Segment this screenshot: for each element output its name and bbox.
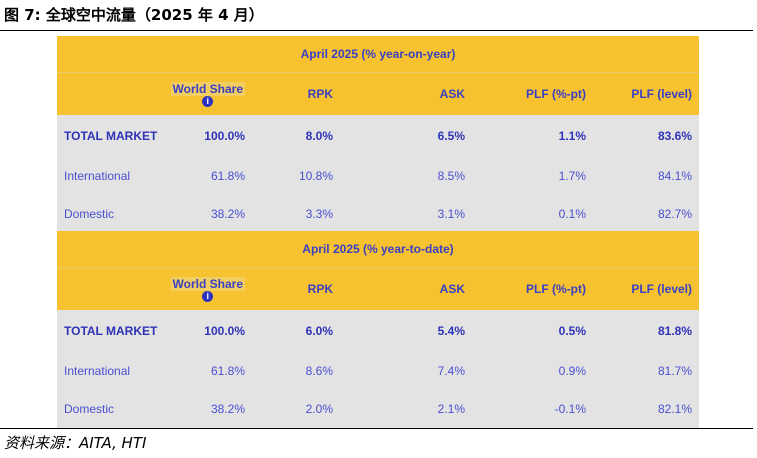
cell-rpk: 2.0% — [305, 402, 333, 416]
cell-rpk: 10.8% — [298, 169, 333, 183]
cell-world-share: 100.0% — [204, 129, 245, 143]
world-share-label: World Share — [170, 81, 245, 96]
cell-world-share: 100.0% — [204, 324, 245, 338]
cell-plf-level: 82.7% — [657, 207, 692, 221]
cell-world-share: 38.2% — [210, 402, 245, 416]
cell-ask: 2.1% — [437, 402, 465, 416]
info-icon[interactable]: i — [202, 290, 214, 302]
table-body: TOTAL MARKET 100.0% 6.0% 5.4% 0.5% 81.8%… — [57, 310, 699, 428]
cell-world-share: 38.2% — [210, 207, 245, 221]
header-ask: ASK — [439, 87, 465, 101]
world-share-label: World Share — [170, 276, 245, 291]
table-panel-yoy: April 2025 (% year-on-year) World Share … — [57, 36, 699, 233]
column-header-row: World Share i RPK ASK PLF (%-pt) PLF (le… — [57, 73, 699, 115]
cell-ask: 5.4% — [437, 324, 465, 338]
info-icon[interactable]: i — [202, 95, 214, 107]
cell-rpk: 8.0% — [305, 129, 333, 143]
column-header-row: World Share i RPK ASK PLF (%-pt) PLF (le… — [57, 268, 699, 310]
cell-world-share: 61.8% — [210, 169, 245, 183]
bottom-rule — [0, 428, 753, 429]
cell-plf-level: 83.6% — [657, 129, 692, 143]
header-rpk: RPK — [307, 282, 333, 296]
row-label: International — [64, 364, 131, 378]
table-row-domestic: Domestic 38.2% 2.0% 2.1% -0.1% 82.1% — [57, 390, 699, 428]
header-rpk: RPK — [307, 87, 333, 101]
cell-world-share: 61.8% — [210, 364, 245, 378]
header-world-share: World Share i — [167, 276, 245, 302]
cell-rpk: 3.3% — [305, 207, 333, 221]
top-rule — [0, 30, 753, 31]
figure-title: 图 7: 全球空中流量（2025 年 4 月） — [4, 6, 264, 24]
cell-rpk: 6.0% — [305, 324, 333, 338]
cell-plf-level: 81.8% — [657, 324, 692, 338]
source-note: 资料来源：AITA, HTI — [4, 434, 147, 452]
cell-plf-level: 81.7% — [657, 364, 692, 378]
header-plf-level: PLF (level) — [631, 282, 692, 296]
cell-plf-level: 84.1% — [657, 169, 692, 183]
cell-plf-pt: 0.9% — [558, 364, 586, 378]
cell-ask: 3.1% — [437, 207, 465, 221]
cell-plf-pt: 1.1% — [558, 129, 586, 143]
table-row-total: TOTAL MARKET 100.0% 6.0% 5.4% 0.5% 81.8% — [57, 310, 699, 352]
panel-title: April 2025 (% year-to-date) — [57, 231, 699, 268]
table-row-international: International 61.8% 10.8% 8.5% 1.7% 84.1… — [57, 157, 699, 195]
header-plf-pt: PLF (%-pt) — [526, 87, 586, 101]
cell-ask: 8.5% — [437, 169, 465, 183]
cell-plf-level: 82.1% — [657, 402, 692, 416]
cell-plf-pt: -0.1% — [554, 402, 586, 416]
cell-plf-pt: 0.5% — [558, 324, 586, 338]
header-world-share: World Share i — [167, 81, 245, 107]
table-body: TOTAL MARKET 100.0% 8.0% 6.5% 1.1% 83.6%… — [57, 115, 699, 233]
cell-plf-pt: 0.1% — [558, 207, 586, 221]
cell-ask: 7.4% — [437, 364, 465, 378]
panel-title: April 2025 (% year-on-year) — [57, 36, 699, 73]
cell-rpk: 8.6% — [305, 364, 333, 378]
header-plf-pt: PLF (%-pt) — [526, 282, 586, 296]
row-label: TOTAL MARKET — [64, 129, 158, 143]
table-row-international: International 61.8% 8.6% 7.4% 0.9% 81.7% — [57, 352, 699, 390]
header-ask: ASK — [439, 282, 465, 296]
table-row-total: TOTAL MARKET 100.0% 8.0% 6.5% 1.1% 83.6% — [57, 115, 699, 157]
row-label: Domestic — [64, 402, 115, 416]
row-label: Domestic — [64, 207, 115, 221]
table-panel-ytd: April 2025 (% year-to-date) World Share … — [57, 231, 699, 428]
row-label: TOTAL MARKET — [64, 324, 158, 338]
cell-plf-pt: 1.7% — [558, 169, 586, 183]
row-label: International — [64, 169, 131, 183]
cell-ask: 6.5% — [437, 129, 465, 143]
table-row-domestic: Domestic 38.2% 3.3% 3.1% 0.1% 82.7% — [57, 195, 699, 233]
header-plf-level: PLF (level) — [631, 87, 692, 101]
